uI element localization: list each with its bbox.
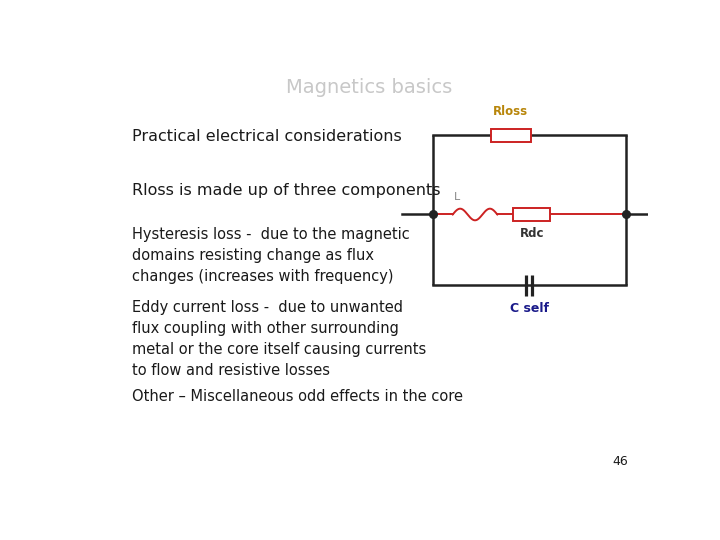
Text: Rloss is made up of three components: Rloss is made up of three components xyxy=(132,183,441,198)
Text: Hysteresis loss -  due to the magnetic
domains resisting change as flux
changes : Hysteresis loss - due to the magnetic do… xyxy=(132,227,410,284)
Text: 46: 46 xyxy=(613,455,629,468)
Text: Other – Miscellaneous odd effects in the core: Other – Miscellaneous odd effects in the… xyxy=(132,389,463,404)
Text: Magnetics basics: Magnetics basics xyxy=(286,78,452,97)
Text: Practical electrical considerations: Practical electrical considerations xyxy=(132,129,402,144)
Bar xyxy=(513,208,550,221)
Text: C self: C self xyxy=(510,302,549,315)
Bar xyxy=(490,129,531,142)
Text: Rloss: Rloss xyxy=(493,105,528,118)
Text: L: L xyxy=(454,192,461,202)
Text: Rdc: Rdc xyxy=(519,227,544,240)
Text: Eddy current loss -  due to unwanted
flux coupling with other surrounding
metal : Eddy current loss - due to unwanted flux… xyxy=(132,300,426,377)
